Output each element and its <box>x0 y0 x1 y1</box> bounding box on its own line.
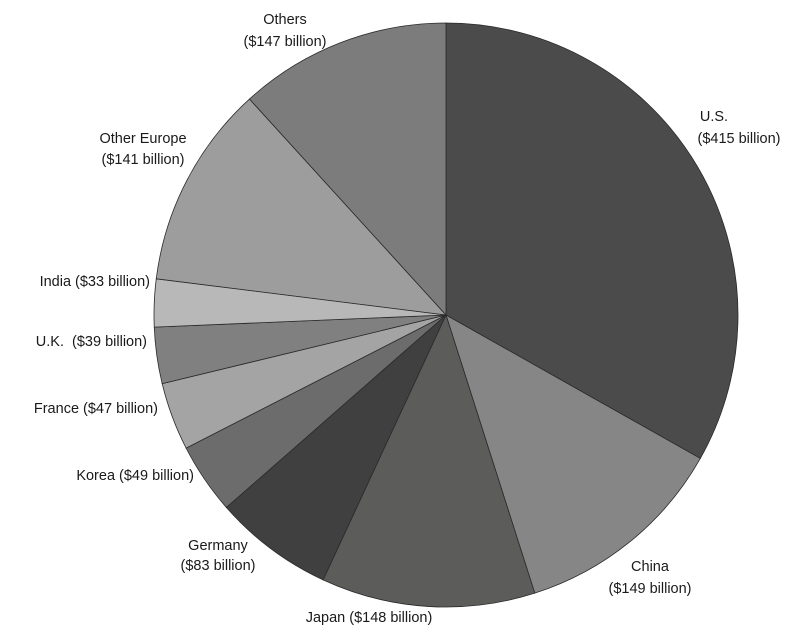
pie-slice-u-s <box>445 22 739 459</box>
label-us: U.S. <box>700 109 728 125</box>
label-china-value: ($149 billion) <box>608 581 691 597</box>
label-india: India ($33 billion) <box>40 274 150 290</box>
pie-slice-other-europe <box>155 98 448 316</box>
pie-slice-germany <box>225 314 447 581</box>
label-other-europe-value: ($141 billion) <box>101 152 184 168</box>
label-us-value: ($415 billion) <box>697 131 780 147</box>
label-germany-value: ($83 billion) <box>181 558 256 574</box>
pie-labels: U.S. ($415 billion) China ($149 billion)… <box>34 12 781 626</box>
label-others: Others <box>263 12 307 28</box>
pie-slice-china <box>445 314 701 594</box>
label-others-value: ($147 billion) <box>243 34 326 50</box>
label-japan: Japan ($148 billion) <box>306 610 433 626</box>
pie-slice-others <box>248 22 447 317</box>
label-france: France ($47 billion) <box>34 401 158 417</box>
pie-slice-japan <box>322 313 536 608</box>
label-uk: U.K. ($39 billion) <box>36 334 147 350</box>
label-other-europe: Other Europe <box>99 131 186 147</box>
pie-slices <box>153 22 739 608</box>
label-korea: Korea ($49 billion) <box>76 468 194 484</box>
label-germany: Germany <box>188 538 248 554</box>
label-china: China <box>631 559 670 575</box>
